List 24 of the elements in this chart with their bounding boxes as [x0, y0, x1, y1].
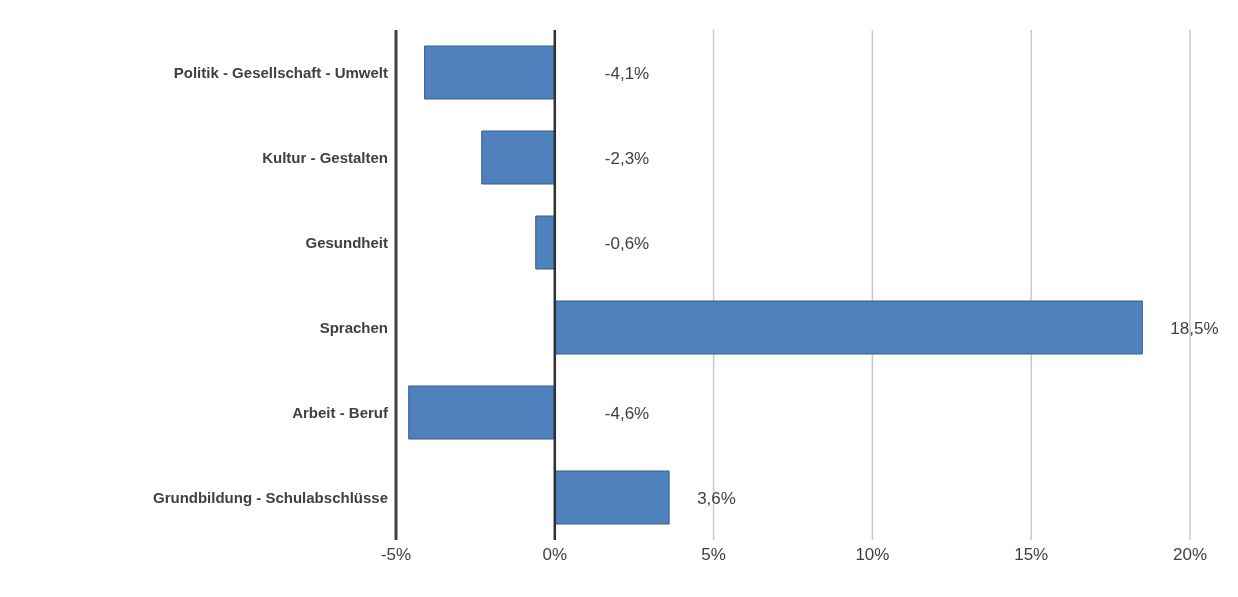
x-tick-label: 5% [701, 545, 726, 565]
y-tick-label: Politik - Gesellschaft - Umwelt [173, 63, 388, 81]
data-label: -0,6% [604, 233, 650, 253]
x-tick-label: 0% [542, 545, 568, 565]
data-label: -4,1% [604, 63, 650, 83]
bar [481, 130, 556, 185]
x-tick-label: 20% [1172, 545, 1208, 565]
data-label: -4,6% [604, 403, 650, 423]
x-tick-label: 10% [855, 545, 890, 565]
bar [554, 470, 670, 525]
x-tick-label: -5% [380, 545, 412, 565]
y-tick-label: Grundbildung - Schulabschlüsse [152, 488, 388, 506]
data-label: 18,5% [1170, 318, 1219, 338]
data-label: -2,3% [604, 148, 650, 168]
y-tick-label: Gesundheit [305, 233, 388, 251]
bar [424, 45, 556, 100]
data-label: 3,6% [697, 488, 736, 508]
bar [408, 385, 556, 440]
y-tick-label: Arbeit - Beruf [292, 403, 389, 421]
bar [554, 300, 1143, 355]
y-tick-label: Kultur - Gestalten [262, 148, 388, 166]
x-tick-label: 15% [1014, 545, 1049, 565]
y-tick-label: Sprachen [319, 318, 388, 336]
bar [535, 215, 556, 270]
